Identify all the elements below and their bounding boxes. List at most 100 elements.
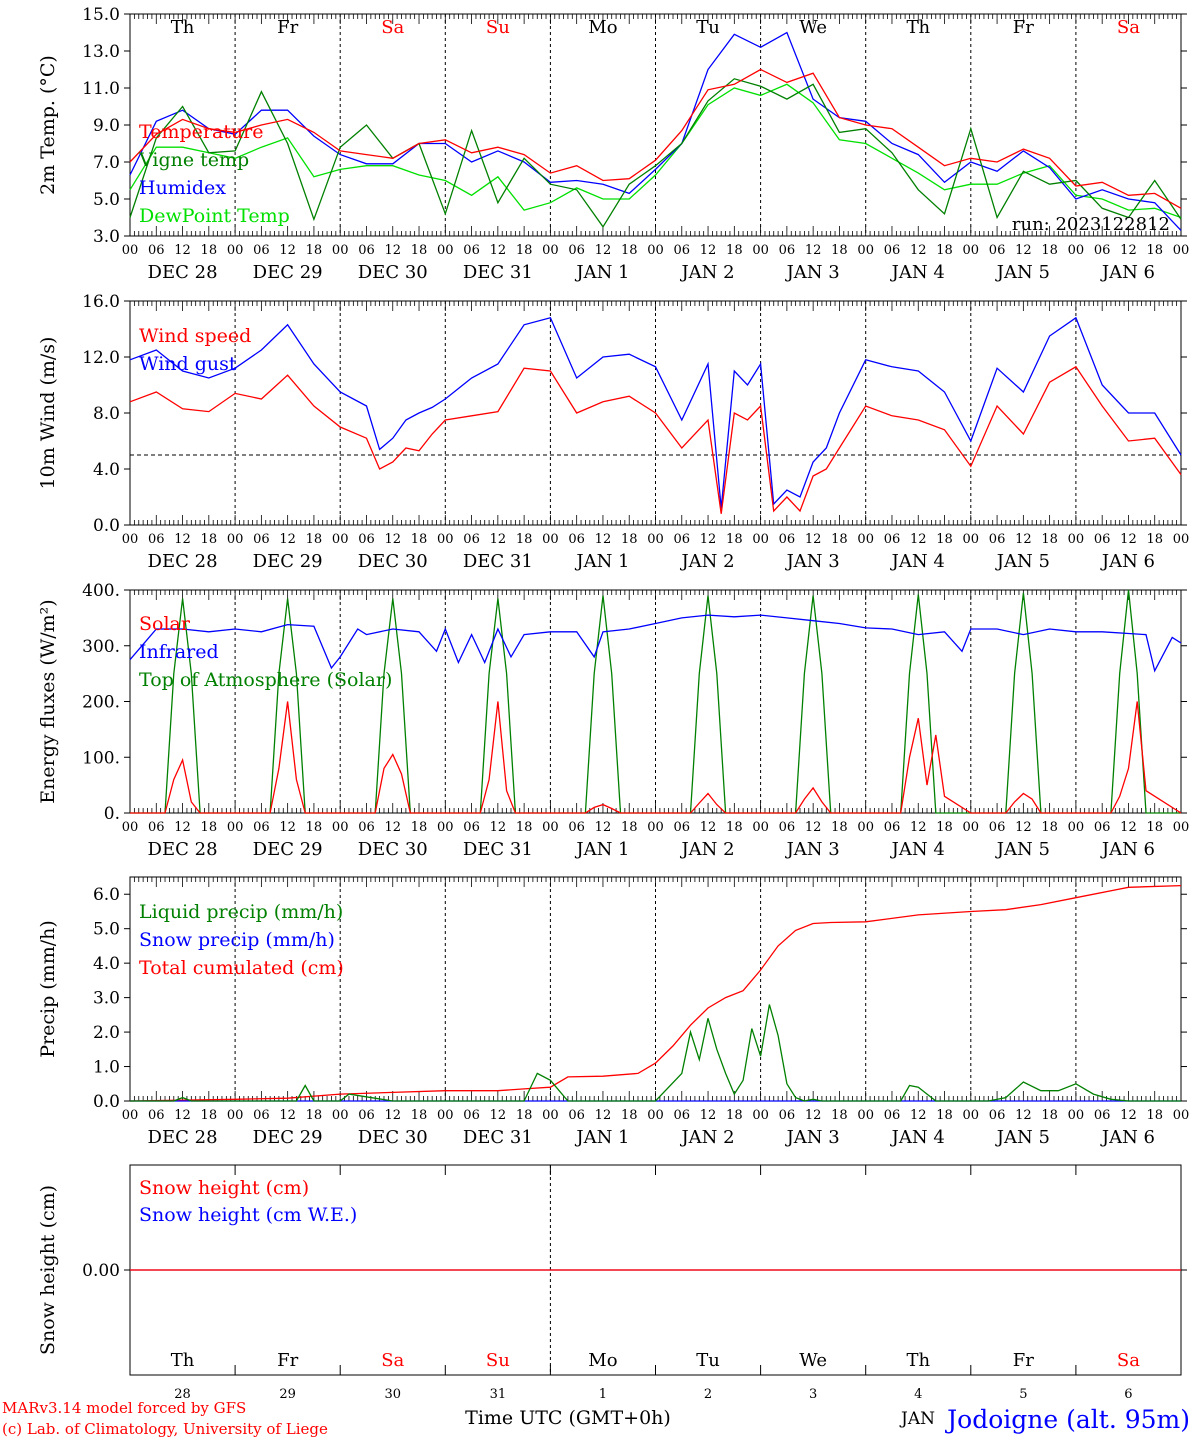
y-tick-label: 6.0: [93, 885, 120, 905]
hour-label: 00: [963, 532, 980, 547]
y-tick-label: 100.: [82, 748, 120, 768]
hour-label: 00: [227, 532, 244, 547]
hour-label: 18: [1146, 1108, 1163, 1123]
hour-label: 18: [621, 532, 638, 547]
hour-label: 12: [910, 1108, 927, 1123]
y-tick-label: 0.00: [82, 1261, 120, 1281]
date-label: DEC 31: [463, 262, 533, 283]
hour-label: 12: [805, 243, 822, 258]
hour-label: 12: [174, 243, 191, 258]
hour-label: 18: [1041, 1108, 1058, 1123]
date-label: JAN 2: [679, 839, 734, 860]
hour-label: 06: [358, 1108, 375, 1123]
legend-entry: Snow precip (mm/h): [139, 929, 335, 951]
hour-label: 18: [306, 1108, 323, 1123]
y-tick-label: 2.0: [93, 1023, 120, 1043]
legend-entry: Top of Atmosphere (Solar): [139, 669, 392, 691]
day-name-label: Sa: [1117, 17, 1140, 38]
hour-label: 06: [884, 1108, 901, 1123]
day-name-label: Tu: [696, 1350, 720, 1371]
date-label: JAN 5: [995, 839, 1050, 860]
hour-label: 18: [831, 532, 848, 547]
hour-label: 00: [857, 820, 874, 835]
date-label: DEC 31: [463, 1127, 533, 1148]
date-label: JAN 3: [785, 839, 840, 860]
day-name-label: Sa: [381, 1350, 404, 1371]
legend-entry: Liquid precip (mm/h): [139, 901, 343, 923]
date-label: DEC 28: [148, 262, 218, 283]
date-label: JAN 6: [1100, 262, 1155, 283]
day-number-label: 3: [809, 1387, 817, 1402]
date-label: DEC 29: [253, 262, 323, 283]
y-tick-label: 300.: [82, 637, 120, 657]
hour-label: 00: [1173, 243, 1190, 258]
hour-label: 18: [1041, 820, 1058, 835]
hour-label: 06: [1094, 820, 1111, 835]
hour-label: 18: [936, 243, 953, 258]
hour-label: 18: [621, 820, 638, 835]
date-label: JAN 6: [1100, 1127, 1155, 1148]
panel-4: 00 06 12 18 00 06 12 18 00 06 12 18 00 06 12 18 00 06 12 18…: [37, 876, 1190, 1148]
day-number-label: 1: [599, 1387, 607, 1402]
hour-label: 12: [279, 820, 296, 835]
date-label: DEC 29: [253, 839, 323, 860]
hour-label: 12: [1015, 1108, 1032, 1123]
hour-label: 00: [647, 820, 664, 835]
series-line-liquid-precip-mm-h: [130, 1004, 1181, 1102]
hour-label: 12: [1015, 532, 1032, 547]
hour-label: 00: [227, 1108, 244, 1123]
hour-label: 12: [805, 1108, 822, 1123]
hour-label: 06: [674, 820, 691, 835]
hour-label: 00: [542, 1108, 559, 1123]
y-axis-label: 2m Temp. (°C): [37, 55, 59, 195]
y-tick-label: 4.0: [93, 954, 120, 974]
panel-3: 00 06 12 18 00 06 12 18 00 06 12 18 00 06 12 18 00 06 12 18…: [37, 581, 1189, 860]
date-label: JAN 1: [574, 262, 629, 283]
station-name: Jodoigne (alt. 95m): [944, 1405, 1190, 1434]
y-tick-label: 7.0: [93, 153, 120, 173]
hour-label: 00: [437, 1108, 454, 1123]
hour-label: 18: [411, 1108, 428, 1123]
date-label: JAN 1: [574, 839, 629, 860]
legend-entry: Vigne temp: [138, 149, 249, 171]
hour-label: 00: [857, 1108, 874, 1123]
hour-label: 00: [1173, 1108, 1190, 1123]
hour-label: 18: [831, 243, 848, 258]
hour-label: 00: [1173, 820, 1190, 835]
hour-label: 00: [437, 820, 454, 835]
hour-label: 00: [1068, 532, 1085, 547]
hour-label: 00: [1068, 820, 1085, 835]
hour-label: 06: [568, 820, 585, 835]
hour-label: 00: [963, 243, 980, 258]
legend-entry: Wind speed: [139, 325, 251, 347]
hour-label: 18: [831, 1108, 848, 1123]
panel-5: 28 29 30 31 1 2 3 4 5 6 0.00 Snow height (cm) Th Fr Sa…: [37, 1164, 1187, 1402]
hour-label: 00: [857, 243, 874, 258]
date-label: JAN 2: [679, 551, 734, 572]
hour-label: 00: [1068, 1108, 1085, 1123]
hour-label: 12: [910, 243, 927, 258]
date-label: DEC 31: [463, 551, 533, 572]
series-line-total-cumulated-cm: [129, 884, 1182, 1102]
date-label: JAN 2: [679, 1127, 734, 1148]
hour-label: 18: [726, 243, 743, 258]
hour-label: 12: [174, 532, 191, 547]
hour-label: 00: [542, 532, 559, 547]
hour-label: 06: [358, 820, 375, 835]
day-name-label: Fr: [277, 17, 298, 38]
y-tick-label: 3.0: [93, 227, 120, 247]
hour-label: 18: [411, 243, 428, 258]
hour-label: 06: [779, 1108, 796, 1123]
day-number-label: 31: [490, 1387, 507, 1402]
hour-label: 18: [201, 820, 218, 835]
hour-label: 12: [174, 820, 191, 835]
hour-label: 18: [516, 532, 533, 547]
hour-label: 06: [463, 532, 480, 547]
hour-label: 06: [148, 1108, 165, 1123]
hour-label: 18: [201, 532, 218, 547]
hour-label: 12: [1120, 532, 1137, 547]
series-line-dewpoint-temp: [129, 83, 1182, 219]
hour-label: 06: [1094, 532, 1111, 547]
hour-label: 00: [647, 532, 664, 547]
